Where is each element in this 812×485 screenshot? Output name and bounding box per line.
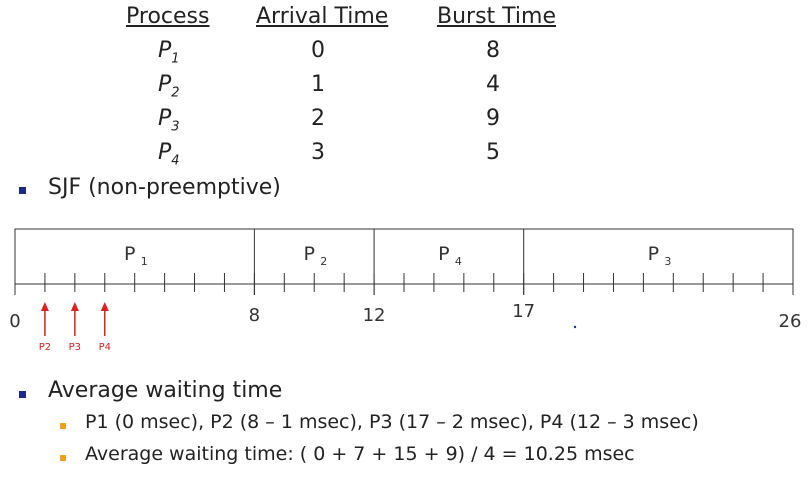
time-label: 12 — [363, 305, 386, 326]
segment-label: P — [303, 243, 314, 265]
segment-label: P — [124, 243, 135, 265]
bullet-sjf: SJF (non-preemptive) — [48, 175, 281, 200]
process-name: P2 — [158, 72, 180, 101]
segment-label: P — [438, 243, 449, 265]
sub-bullet-marker — [60, 455, 66, 461]
segment-label-sub: 1 — [141, 255, 148, 268]
arrival-time: 0 — [311, 38, 325, 63]
burst-time: 9 — [486, 106, 500, 131]
time-label: 0 — [9, 311, 20, 332]
bullet-marker — [19, 187, 26, 194]
burst-time: 4 — [486, 72, 500, 97]
time-label: 8 — [249, 305, 260, 326]
time-label: 26 — [779, 311, 802, 332]
arrival-arrowhead — [40, 302, 49, 311]
bullet-marker — [19, 391, 26, 398]
process-name: P4 — [158, 140, 180, 169]
segment-label-sub: 3 — [664, 255, 671, 268]
segment-label-sub: 4 — [455, 255, 462, 268]
segment-label: P — [648, 243, 659, 265]
bullet-average-waiting: Average waiting time — [48, 378, 283, 403]
stray-dot — [573, 325, 577, 329]
arrival-label: P2 — [39, 342, 51, 353]
process-name: P1 — [158, 38, 180, 67]
process-name: P3 — [158, 106, 180, 135]
burst-time: 8 — [486, 38, 500, 63]
arrival-arrowhead — [70, 302, 79, 311]
burst-time: 5 — [486, 140, 500, 165]
arrival-arrowhead — [100, 302, 109, 311]
header-burst-time: Burst Time — [437, 4, 557, 29]
sub-bullet-marker — [60, 423, 66, 429]
arrival-time: 1 — [311, 72, 325, 97]
segment-label-sub: 2 — [320, 255, 327, 268]
arrival-label: P4 — [99, 342, 111, 353]
header-process: Process — [126, 4, 210, 29]
sub-bullet-average: Average waiting time: ( 0 + 7 + 15 + 9) … — [85, 443, 635, 465]
time-label: 17 — [512, 301, 535, 322]
arrival-time: 3 — [311, 140, 325, 165]
arrival-time: 2 — [311, 106, 325, 131]
header-arrival-time: Arrival Time — [256, 4, 389, 29]
arrival-label: P3 — [69, 342, 81, 353]
sub-bullet-waits: P1 (0 msec), P2 (8 – 1 msec), P3 (17 – 2… — [85, 411, 699, 433]
